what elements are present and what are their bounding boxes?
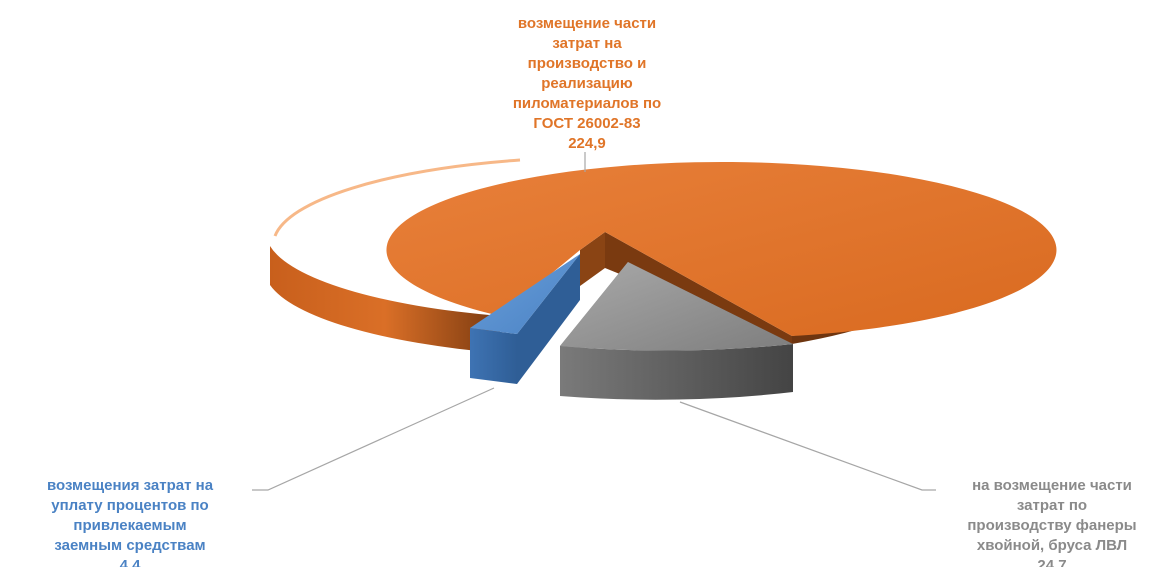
slice-value-label: 4,4 <box>120 557 142 567</box>
slice-label-line: возмещения затрат на <box>47 477 214 494</box>
slice-label-sawn-timber: возмещение части затрат на производство и р… <box>513 15 661 152</box>
leader-line-plywood <box>679 401 936 491</box>
slice-interest <box>470 254 580 384</box>
slice-label-line: производству фанеры <box>967 517 1136 534</box>
slice-label-line: затрат по <box>1017 497 1087 514</box>
slice-label-line: ГОСТ 26002-83 <box>533 115 640 132</box>
slice-sawn-timber-side <box>270 246 500 353</box>
slice-interest-top <box>470 254 580 334</box>
slice-label-interest: возмещения затрат на уплату процентов по п… <box>47 477 214 567</box>
slice-label-line: пиломатериалов по <box>513 95 661 112</box>
slice-value-label: 24,7 <box>1037 557 1066 567</box>
slice-label-line: производство и <box>528 55 647 72</box>
slice-label-line: хвойной, бруса ЛВЛ <box>977 537 1127 554</box>
slice-label-line: уплату процентов по <box>51 497 208 514</box>
slice-label-line: привлекаемым <box>73 517 186 534</box>
slice-sawn-timber <box>270 158 1057 353</box>
slice-plywood <box>560 262 793 400</box>
slice-plywood-side <box>560 344 793 400</box>
slice-label-line: заемным средствам <box>54 537 205 554</box>
slice-sawn-timber-cut-wall-right <box>605 232 792 344</box>
slice-label-plywood: на возмещение части затрат по производству… <box>967 477 1136 567</box>
slice-sawn-timber-rim <box>273 158 521 237</box>
slice-label-line: затрат на <box>552 35 622 52</box>
slice-label-line: на возмещение части <box>972 477 1132 494</box>
slice-value-label: 224,9 <box>568 135 606 152</box>
slice-sawn-timber-top <box>386 161 1057 336</box>
leader-line-interest <box>252 387 495 491</box>
slice-interest-side <box>470 328 517 384</box>
slice-plywood-top <box>560 262 793 351</box>
slice-label-line: возмещение части <box>518 15 656 32</box>
slice-label-line: реализацию <box>541 75 633 92</box>
slice-interest-side-inner <box>517 254 580 384</box>
